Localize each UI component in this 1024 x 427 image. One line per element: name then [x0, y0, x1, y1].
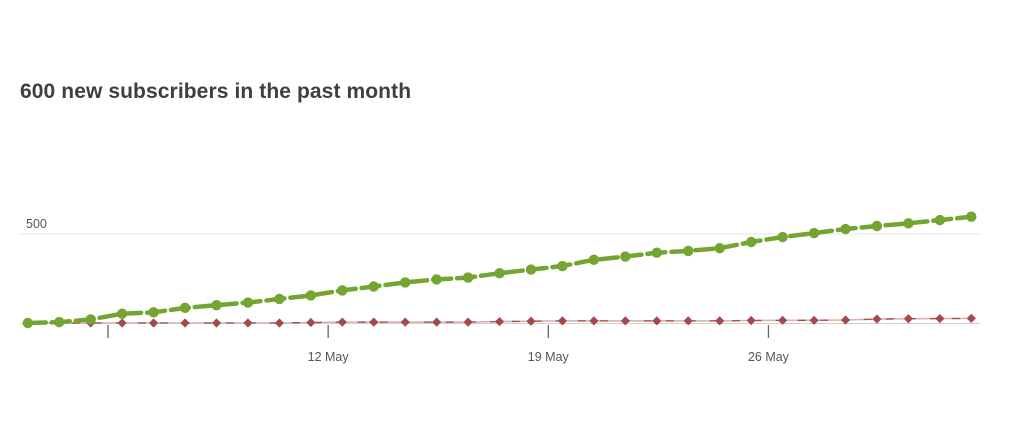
data-point	[54, 316, 65, 328]
data-point	[149, 318, 159, 328]
data-point	[620, 251, 631, 262]
data-point	[243, 318, 253, 328]
data-point	[714, 243, 725, 254]
data-point	[872, 314, 882, 324]
data-point	[589, 316, 599, 326]
data-point	[557, 316, 568, 326]
data-point	[274, 293, 285, 305]
data-point	[651, 247, 663, 258]
data-point	[620, 316, 630, 326]
data-point	[777, 231, 788, 243]
data-point	[715, 316, 725, 326]
data-point	[935, 313, 945, 324]
x-tick-label: 19 May	[528, 350, 570, 364]
data-point	[22, 317, 34, 329]
data-point	[306, 317, 316, 328]
data-point	[745, 236, 757, 248]
data-point	[494, 267, 505, 279]
data-point	[85, 314, 96, 325]
data-point	[337, 285, 348, 296]
data-point	[462, 272, 474, 283]
data-point	[431, 274, 442, 285]
data-point	[934, 214, 946, 226]
data-point	[305, 290, 317, 301]
y-tick-label: 500	[26, 217, 47, 231]
data-point	[746, 315, 756, 326]
data-point	[526, 316, 536, 326]
data-point	[117, 318, 127, 328]
data-point	[840, 223, 851, 235]
data-point	[211, 300, 222, 311]
data-point	[778, 315, 788, 325]
data-point	[274, 318, 285, 328]
data-point	[369, 317, 379, 327]
data-point	[588, 254, 600, 266]
x-tick-label: 12 May	[308, 350, 350, 364]
data-point	[966, 211, 977, 222]
data-point	[400, 317, 410, 327]
chart-title: 600 new subscribers in the past month	[20, 80, 412, 103]
data-point	[242, 297, 254, 308]
data-point	[116, 308, 128, 319]
data-point	[368, 281, 379, 292]
data-point	[809, 315, 819, 325]
data-point	[494, 316, 505, 327]
data-point	[840, 315, 851, 325]
data-point	[180, 318, 190, 328]
data-point	[337, 317, 347, 327]
data-point	[400, 277, 411, 288]
data-point	[148, 307, 159, 318]
series-red	[23, 313, 976, 328]
data-point	[808, 227, 820, 239]
data-point	[211, 318, 222, 328]
data-point	[179, 302, 191, 314]
x-tick-label: 26 May	[748, 350, 790, 364]
data-point	[652, 316, 662, 326]
data-point	[525, 264, 537, 275]
data-point	[903, 218, 914, 229]
data-point	[463, 317, 473, 327]
data-point	[903, 314, 914, 324]
data-point	[966, 313, 976, 323]
series-green	[22, 211, 977, 329]
data-point	[432, 317, 442, 327]
data-point	[683, 245, 694, 257]
data-point	[557, 260, 568, 272]
data-point	[683, 316, 693, 326]
data-point	[871, 220, 883, 232]
